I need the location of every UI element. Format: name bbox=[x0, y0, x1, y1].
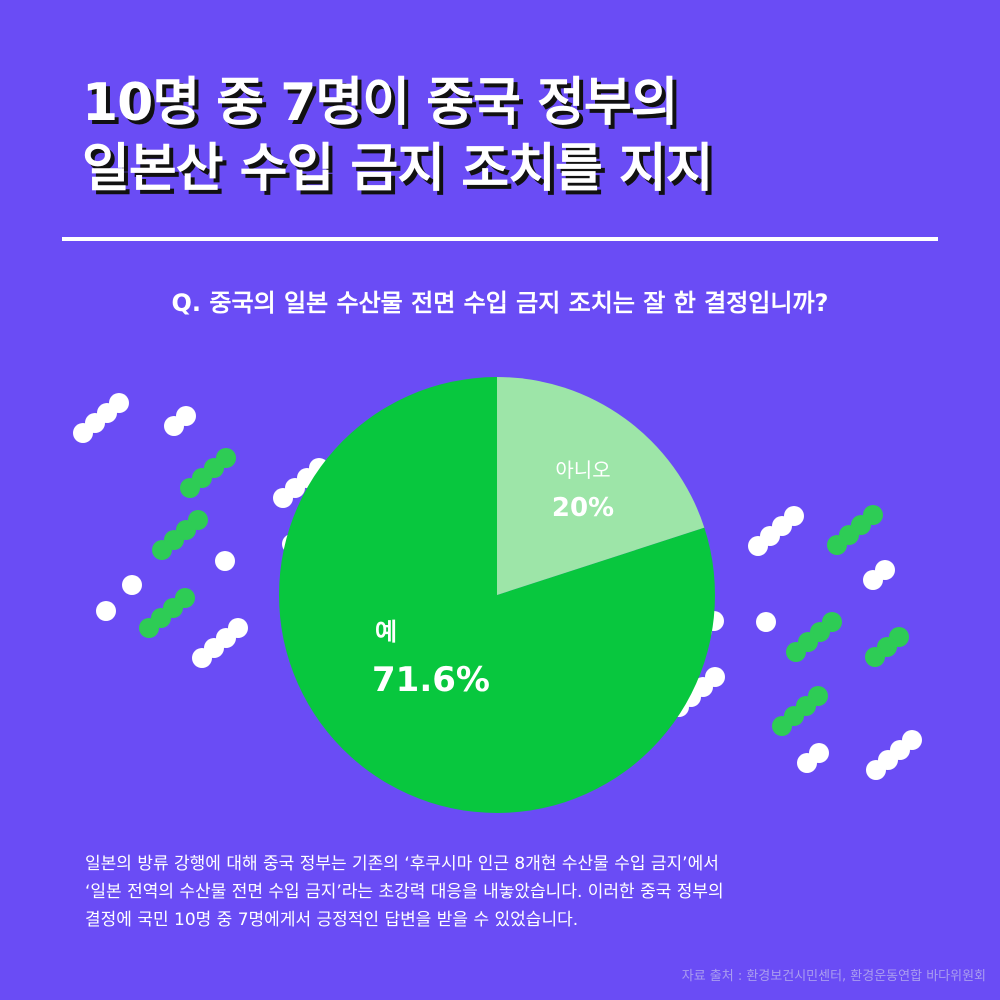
source-credit: 자료 출처 : 환경보건시민센터, 환경운동연합 바다위원회 bbox=[681, 969, 986, 984]
decorative-dot bbox=[866, 760, 886, 780]
survey-question: Q. 중국의 일본 수산물 전면 수입 금지 조치는 잘 한 결정입니까? bbox=[171, 289, 829, 317]
slice-value-yes: 71.6% bbox=[372, 660, 490, 700]
slice-label-no: 아니오 bbox=[555, 458, 610, 482]
slice-label-yes: 예 bbox=[375, 618, 397, 646]
description-line-3: 결정에 국민 10명 중 7명에게서 긍정적인 답변을 받을 수 있었습니다. bbox=[85, 910, 579, 930]
decorative-dot bbox=[772, 716, 792, 736]
description-line-2: ‘일본 전역의 수산물 전면 수입 금지’라는 초강력 대응을 내놓았습니다. … bbox=[85, 882, 724, 902]
decorative-dot bbox=[164, 416, 184, 436]
decorative-dot bbox=[96, 601, 116, 621]
decorative-dot bbox=[273, 488, 293, 508]
description-line-1: 일본의 방류 강행에 대해 중국 정부는 기존의 ‘후쿠시마 인근 8개현 수산… bbox=[85, 854, 719, 874]
decorative-dot bbox=[786, 642, 806, 662]
headline-line-2: 일본산 수입 금지 조치를 지지 bbox=[82, 139, 714, 199]
pie-labels: 아니오 20% 예 71.6% bbox=[372, 458, 614, 700]
headline-line-1: 10명 중 7명이 중국 정부의 bbox=[82, 73, 679, 133]
slice-value-no: 20% bbox=[552, 493, 614, 523]
decorative-dot bbox=[827, 535, 847, 555]
divider bbox=[62, 237, 938, 241]
pie-slices bbox=[279, 377, 715, 813]
decorative-dot bbox=[215, 551, 235, 571]
description-text: 일본의 방류 강행에 대해 중국 정부는 기존의 ‘후쿠시마 인근 8개현 수산… bbox=[85, 850, 935, 934]
decorative-dot bbox=[756, 612, 776, 632]
pie-slice-no bbox=[497, 377, 705, 595]
decorative-dot bbox=[180, 478, 200, 498]
decorative-dot bbox=[139, 618, 159, 638]
decorative-dot bbox=[152, 540, 172, 560]
decorative-dot bbox=[797, 753, 817, 773]
decorative-dot bbox=[865, 647, 885, 667]
decorative-dot bbox=[73, 423, 93, 443]
headline: 10명 중 7명이 중국 정부의 일본산 수입 금지 조치를 지지 bbox=[82, 70, 942, 202]
decorative-dot bbox=[122, 575, 142, 595]
decorative-dot bbox=[192, 648, 212, 668]
decorative-dots bbox=[73, 393, 922, 780]
decorative-dot bbox=[748, 536, 768, 556]
decorative-dot bbox=[863, 570, 883, 590]
pie-chart: 아니오 20% 예 71.6% bbox=[73, 377, 922, 813]
